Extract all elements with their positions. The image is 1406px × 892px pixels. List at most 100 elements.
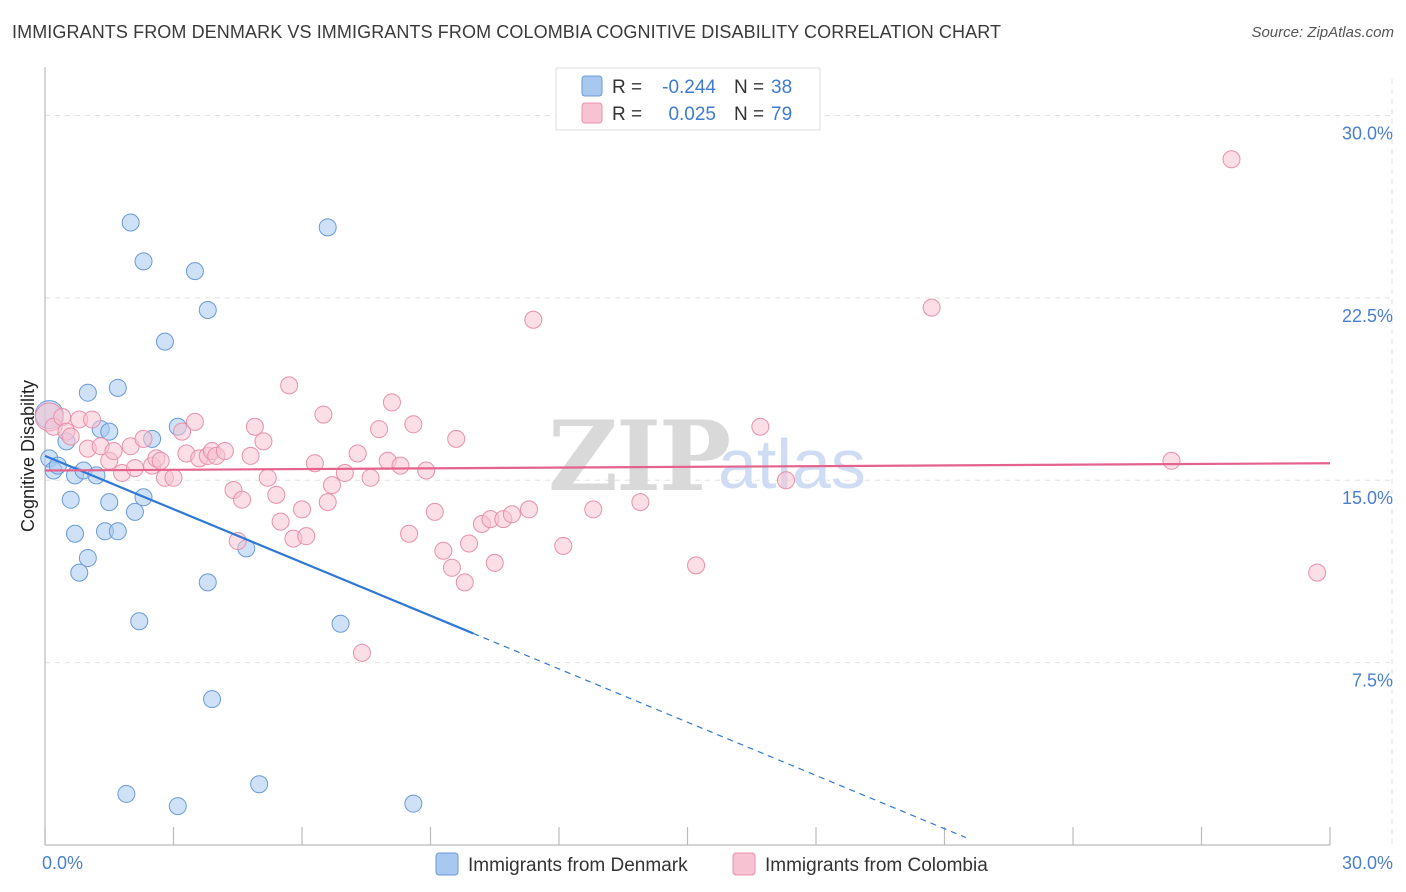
chart-source: Source: ZipAtlas.com: [1251, 24, 1394, 41]
denmark-point: [70, 563, 89, 582]
denmark-point: [318, 218, 337, 237]
denmark-point: [108, 378, 127, 397]
legend-denmark-n-label: N =: [734, 77, 764, 98]
bottom-legend-denmark-label: Immigrants from Denmark: [468, 855, 688, 876]
watermark-atlas-text: atlas: [718, 425, 866, 503]
colombia-point: [554, 536, 573, 555]
colombia-point: [584, 500, 603, 519]
bottom-legend-colombia-swatch: [732, 852, 756, 876]
colombia-point: [241, 446, 260, 465]
colombia-point: [352, 643, 371, 662]
colombia-point: [293, 500, 311, 519]
denmark-point: [125, 502, 144, 521]
denmark-point: [203, 690, 222, 709]
legend-colombia-n-value: 79: [771, 104, 792, 125]
colombia-point: [502, 505, 521, 524]
denmark-point: [168, 797, 187, 816]
colombia-point: [751, 417, 770, 436]
bottom-legend-colombia-label: Immigrants from Colombia: [765, 855, 988, 876]
colombia-point: [524, 310, 543, 329]
legend-denmark-swatch: [581, 75, 603, 97]
colombia-point: [434, 541, 453, 560]
denmark-point: [198, 573, 217, 592]
colombia-point: [1162, 451, 1181, 470]
denmark-point: [108, 522, 127, 541]
legend-colombia-r-label: R =: [612, 104, 642, 125]
colombia-point: [258, 468, 277, 487]
colombia-point: [382, 393, 401, 412]
denmark-point: [404, 794, 423, 813]
colombia-point: [83, 410, 102, 429]
denmark-point: [78, 383, 97, 402]
colombia-point: [185, 412, 204, 431]
denmark-point: [100, 493, 119, 512]
y-tick-label: 22.5%: [1342, 306, 1393, 326]
colombia-point: [417, 461, 436, 480]
colombia-point: [1222, 150, 1241, 169]
colombia-point: [442, 558, 461, 577]
denmark-point: [134, 252, 153, 271]
colombia-point: [271, 512, 290, 531]
colombia-point: [215, 442, 234, 461]
denmark-point: [121, 213, 140, 232]
colombia-point: [134, 429, 153, 448]
colombia-point: [335, 463, 354, 482]
y-tick-label: 7.5%: [1352, 671, 1393, 691]
colombia-point: [1308, 563, 1327, 582]
legend-denmark-r-value: -0.244: [662, 77, 716, 98]
colombia-point: [370, 420, 389, 439]
colombia-point: [267, 485, 286, 504]
correlation-legend: R = -0.244 N = 38 R = 0.025 N = 79: [555, 67, 821, 131]
watermark: ZIP atlas: [548, 400, 866, 513]
legend-colombia-swatch: [581, 102, 603, 124]
colombia-point: [447, 429, 466, 448]
y-tick-labels: 7.5% 15.0% 22.5% 30.0%: [1342, 123, 1393, 690]
colombia-point: [687, 556, 706, 575]
denmark-point: [250, 775, 269, 794]
y-tick-label: 30.0%: [1342, 123, 1393, 143]
colombia-point: [485, 553, 504, 572]
colombia-point: [305, 454, 324, 473]
denmark-point: [331, 614, 350, 633]
x-tick-label: 0.0%: [42, 853, 83, 873]
colombia-point: [455, 573, 474, 592]
denmark-trend-line: [44, 454, 474, 635]
denmark-point: [155, 332, 174, 351]
colombia-point: [425, 502, 444, 521]
y-axis-label: Cognitive Disability: [18, 380, 38, 532]
denmark-point: [78, 549, 97, 568]
trend-lines: [44, 454, 1331, 839]
colombia-point: [404, 415, 423, 434]
denmark-point: [100, 422, 119, 441]
denmark-point: [198, 301, 217, 320]
colombia-point: [314, 405, 333, 424]
colombia-point: [280, 376, 299, 395]
chart-title: IMMIGRANTS FROM DENMARK VS IMMIGRANTS FR…: [12, 22, 1002, 42]
x-tick-labels: 0.0% 30.0%: [42, 853, 1393, 873]
x-tick-label: 30.0%: [1342, 853, 1393, 873]
denmark-trend-extension: [473, 632, 967, 839]
colombia-point: [245, 417, 264, 436]
colombia-point: [520, 500, 539, 519]
colombia-point: [297, 527, 316, 546]
colombia-point: [164, 468, 183, 487]
denmark-point: [65, 524, 84, 543]
legend-colombia-n-label: N =: [734, 104, 764, 125]
series-colombia-points: [34, 150, 1327, 662]
colombia-point: [254, 432, 273, 451]
colombia-point: [391, 456, 410, 475]
colombia-point: [104, 442, 123, 461]
bottom-legend-denmark-swatch: [435, 852, 459, 876]
denmark-point: [117, 784, 136, 803]
colombia-point: [125, 459, 144, 478]
denmark-point: [185, 262, 204, 281]
colombia-point: [61, 427, 80, 446]
colombia-point: [233, 490, 252, 509]
colombia-point: [348, 444, 367, 463]
colombia-point: [922, 298, 941, 317]
colombia-point: [400, 524, 419, 543]
colombia-point: [777, 471, 796, 490]
y-tick-label: 15.0%: [1342, 488, 1393, 508]
colombia-point: [361, 468, 380, 487]
